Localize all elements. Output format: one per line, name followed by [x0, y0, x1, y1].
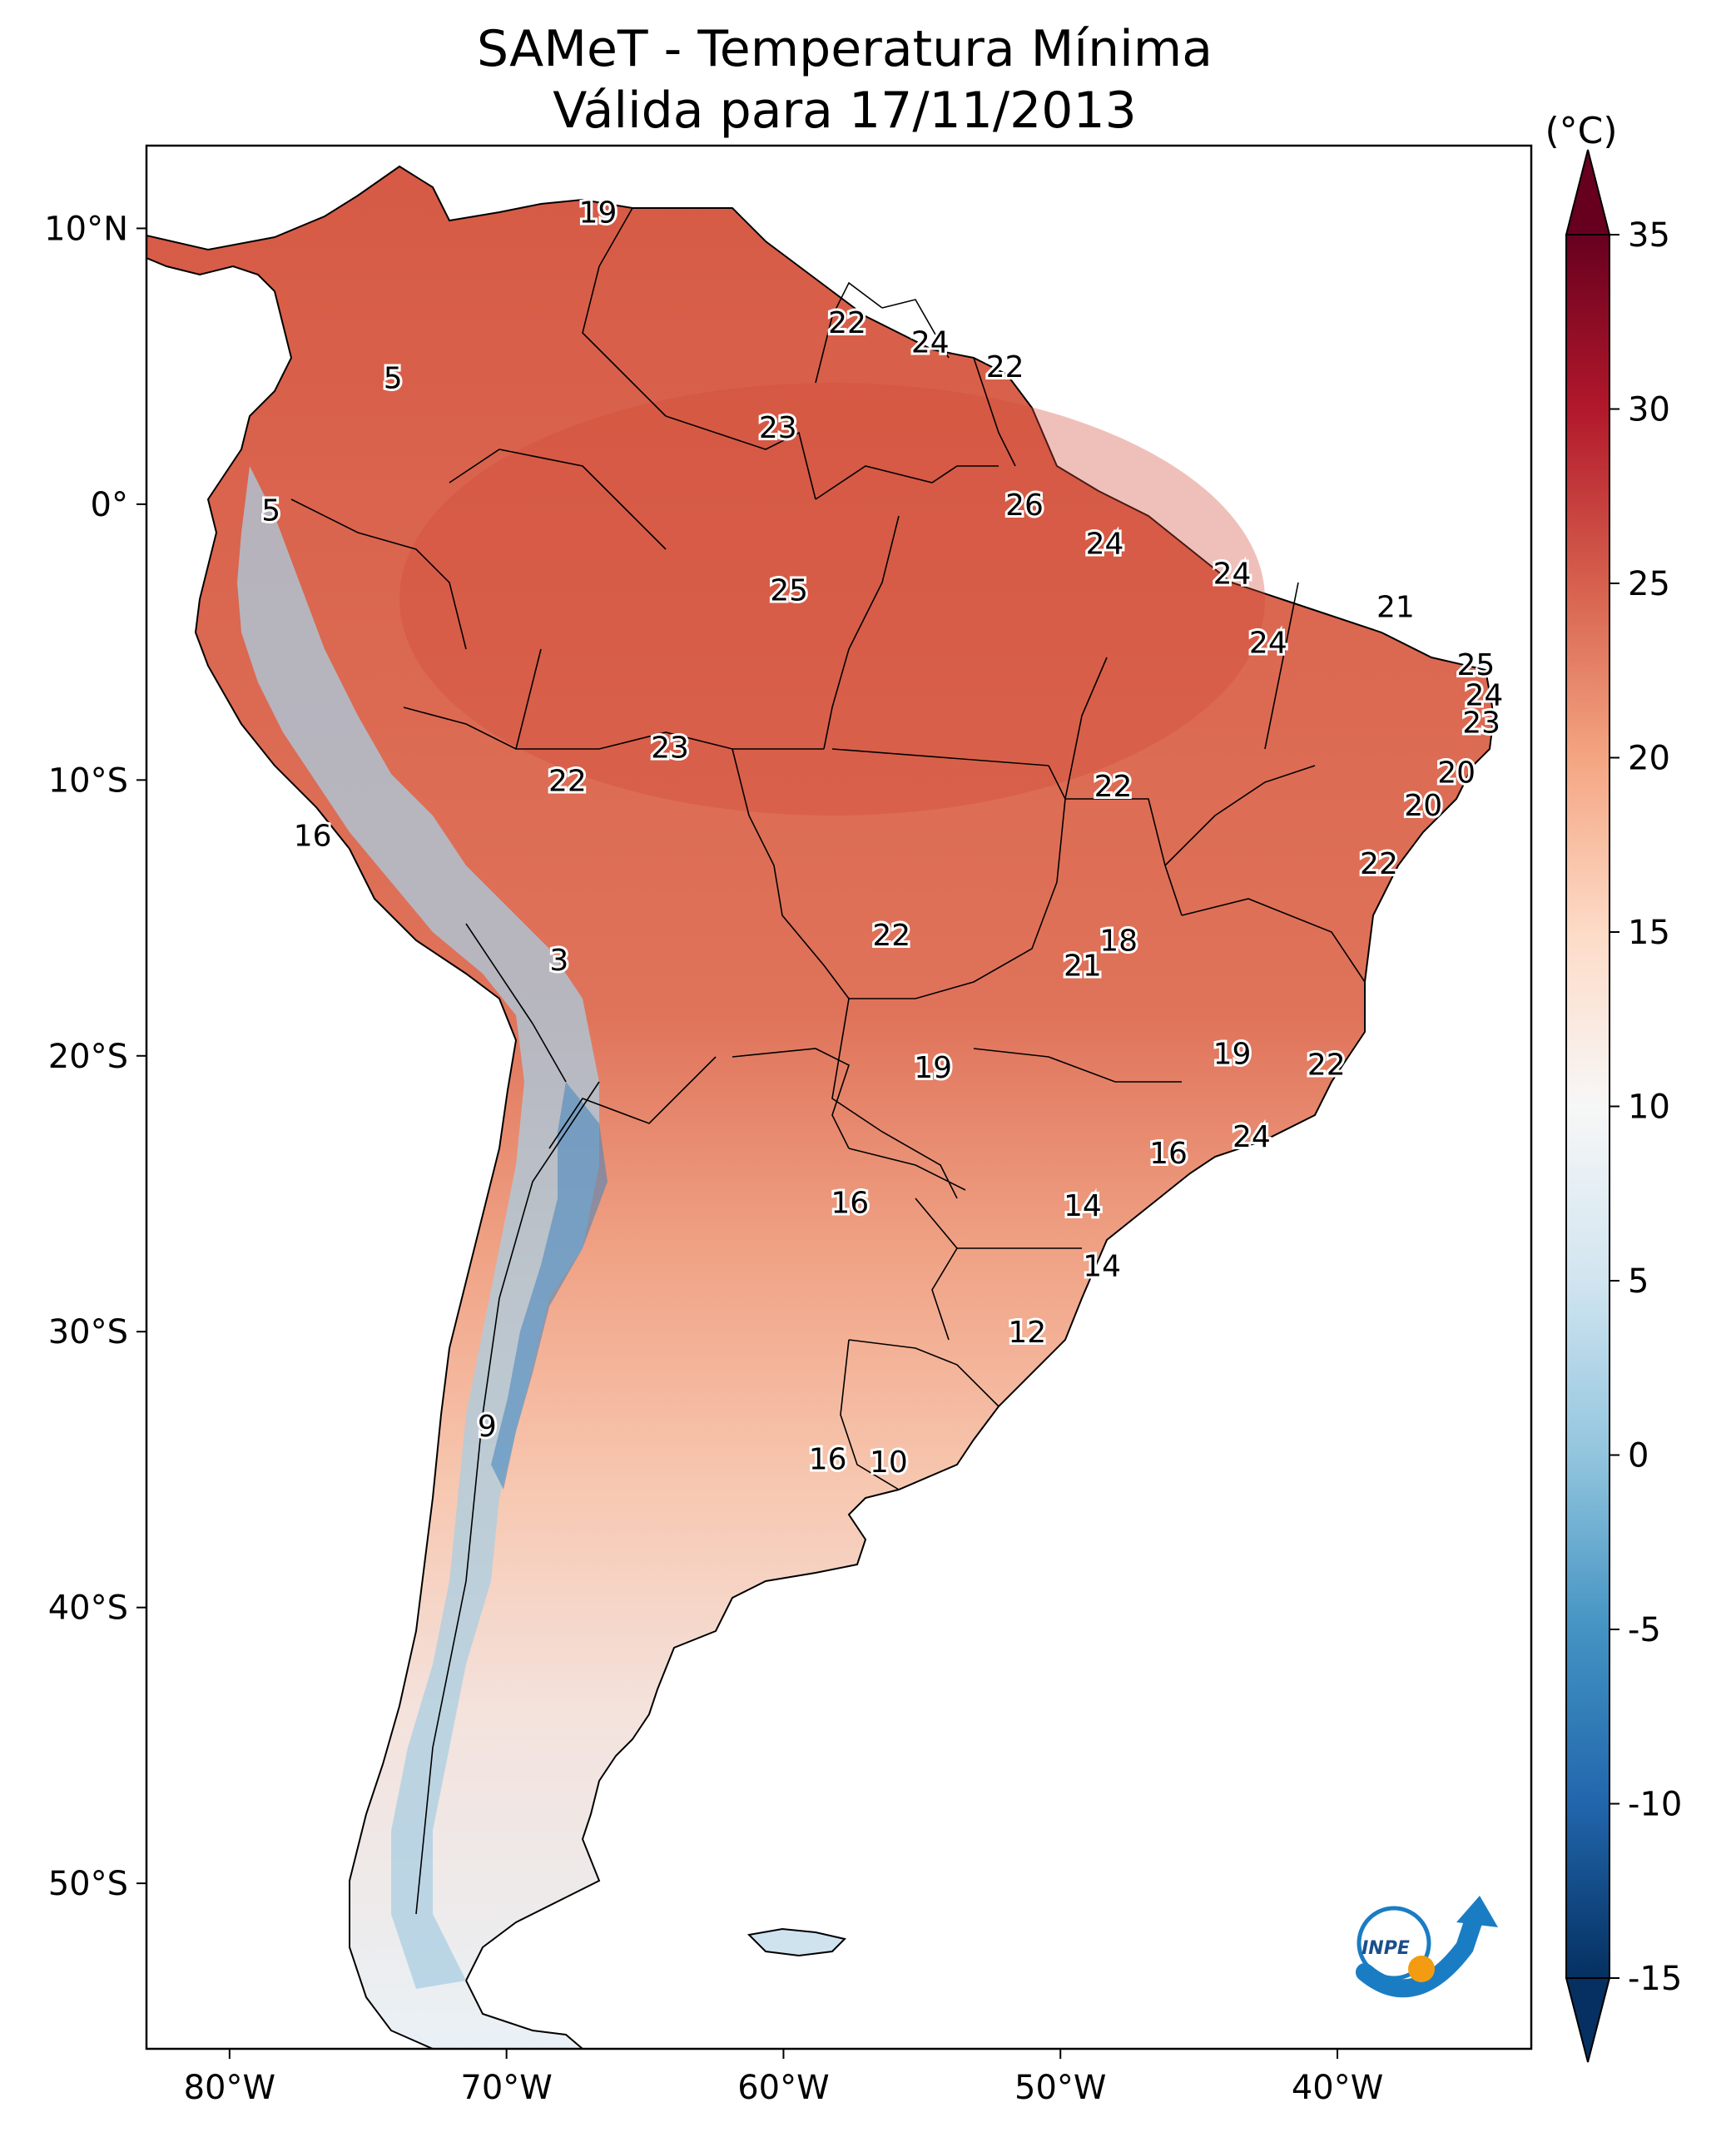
temperature-value-label: 23: [759, 411, 797, 445]
temperature-value-label: 18: [1099, 925, 1138, 959]
colorbar-tick-label: 15: [1628, 914, 1670, 952]
lon-tick-label: 40°W: [1292, 2069, 1383, 2107]
inpe-logo-dot-icon: [1408, 1956, 1435, 1982]
temperature-value-label: 22: [548, 764, 587, 798]
temperature-value-label: 24: [1086, 527, 1124, 561]
colorbar-unit-label: (°C): [1545, 110, 1618, 152]
temperature-value-label: 24: [1466, 679, 1504, 713]
latitude-ticks: 10°N 0° 10°S 20°S 30°S 40°S 50°S: [44, 210, 146, 1903]
colorbar-tick-label: -10: [1628, 1786, 1682, 1824]
temperature-value-label: 16: [831, 1186, 869, 1220]
temperature-value-label: 24: [1249, 627, 1287, 661]
temperature-value-label: 5: [384, 361, 403, 395]
temperature-value-label: 21: [1064, 949, 1102, 983]
map-frame: [145, 144, 1533, 2050]
lon-tick-label: 70°W: [460, 2069, 552, 2107]
temperature-value-label: 14: [1064, 1189, 1102, 1223]
inpe-logo-arrow-icon: [1456, 1896, 1498, 1927]
temperature-value-label: 23: [1462, 707, 1500, 741]
temperature-value-label: 24: [911, 325, 950, 359]
temperature-value-label: 10: [870, 1445, 908, 1480]
colorbar-tick-label: 0: [1628, 1437, 1649, 1475]
lat-tick-label: 10°N: [44, 210, 128, 248]
temperature-value-label: 22: [872, 919, 910, 953]
lon-tick-label: 60°W: [737, 2069, 829, 2107]
colorbar-gradient: [1565, 234, 1610, 1979]
inpe-logo: INPE: [1356, 1896, 1498, 1998]
colorbar-tick-label: 30: [1628, 391, 1670, 429]
temperature-value-label: 20: [1404, 789, 1442, 823]
inpe-logo-swoosh-icon: [1356, 1913, 1482, 1998]
temperature-value-label: 22: [1360, 847, 1398, 881]
map-title: SAMeT - Temperatura Mínima Válida para 1…: [150, 18, 1540, 141]
lat-tick-label: 50°S: [48, 1865, 128, 1903]
temperature-value-label: 24: [1213, 558, 1252, 592]
colorbar-tick-label: -5: [1628, 1611, 1661, 1649]
lat-tick-label: 20°S: [48, 1038, 128, 1076]
temperature-value-label: 20: [1437, 756, 1476, 790]
colorbar-tick-label: 25: [1628, 565, 1670, 603]
falkland-islands: [746, 1927, 846, 1957]
colorbar-top-arrow: [1565, 149, 1611, 236]
temperature-value-label: 26: [1005, 488, 1044, 523]
temperature-value-label: 23: [651, 731, 689, 766]
temperature-value-label: 9: [478, 1410, 497, 1444]
temperature-value-label: 22: [828, 306, 866, 340]
temperature-value-label: 14: [1083, 1250, 1121, 1284]
temperature-value-label: 25: [770, 574, 808, 608]
lon-tick-label: 80°W: [184, 2069, 275, 2107]
temperature-value-label: 25: [1457, 648, 1495, 682]
longitude-ticks: 80°W 70°W 60°W 50°W 40°W: [184, 2049, 1383, 2107]
political-borders: [290, 207, 1366, 1915]
temperature-value-label: 5: [261, 494, 280, 528]
temperature-value-label: 19: [579, 196, 618, 231]
temperature-value-label: 21: [1376, 591, 1415, 625]
colorbar-tick-label: 10: [1628, 1088, 1670, 1127]
temperature-value-label: 22: [986, 350, 1024, 384]
temperature-value-label: 16: [809, 1443, 847, 1477]
temperature-value-label: 19: [1213, 1037, 1252, 1071]
colorbar-tick-label: 20: [1628, 740, 1670, 778]
andes-coldest-core: [491, 1082, 608, 1490]
colorbar-tick-label: 5: [1628, 1262, 1649, 1301]
lon-tick-label: 50°W: [1014, 2069, 1106, 2107]
colorbar-ticks: 35 30 25 20 15 10 5 0 -5 -10 -15: [1610, 216, 1682, 1998]
lat-tick-label: 40°S: [48, 1589, 128, 1628]
lat-tick-label: 30°S: [48, 1313, 128, 1351]
temperature-value-label: 3: [549, 944, 568, 978]
amazon-warm-region: [399, 383, 1265, 816]
lat-tick-label: 10°S: [48, 761, 128, 800]
colorbar-tick-label: -15: [1628, 1960, 1682, 1998]
temperature-value-label: 16: [294, 820, 332, 854]
colorbar-tick-label: 35: [1628, 216, 1670, 255]
temperature-value-label: 22: [1307, 1049, 1346, 1083]
temperature-value-label: 12: [1008, 1316, 1046, 1350]
temperature-value-label: 16: [1149, 1137, 1188, 1171]
temperature-value-label: 24: [1233, 1120, 1271, 1154]
temperature-value-label: 19: [914, 1051, 952, 1085]
lat-tick-label: 0°: [91, 486, 128, 524]
title-line-1: SAMeT - Temperatura Mínima: [476, 20, 1213, 78]
temperature-value-label: 22: [1094, 770, 1133, 804]
colorbar: 35 30 25 20 15 10 5 0 -5 -10 -15: [1565, 149, 1682, 2063]
title-line-2: Válida para 17/11/2013: [553, 82, 1137, 140]
inpe-logo-text: INPE: [1362, 1938, 1410, 1959]
andes-cold-band: [237, 466, 599, 1989]
colorbar-bottom-arrow: [1565, 1977, 1611, 2063]
